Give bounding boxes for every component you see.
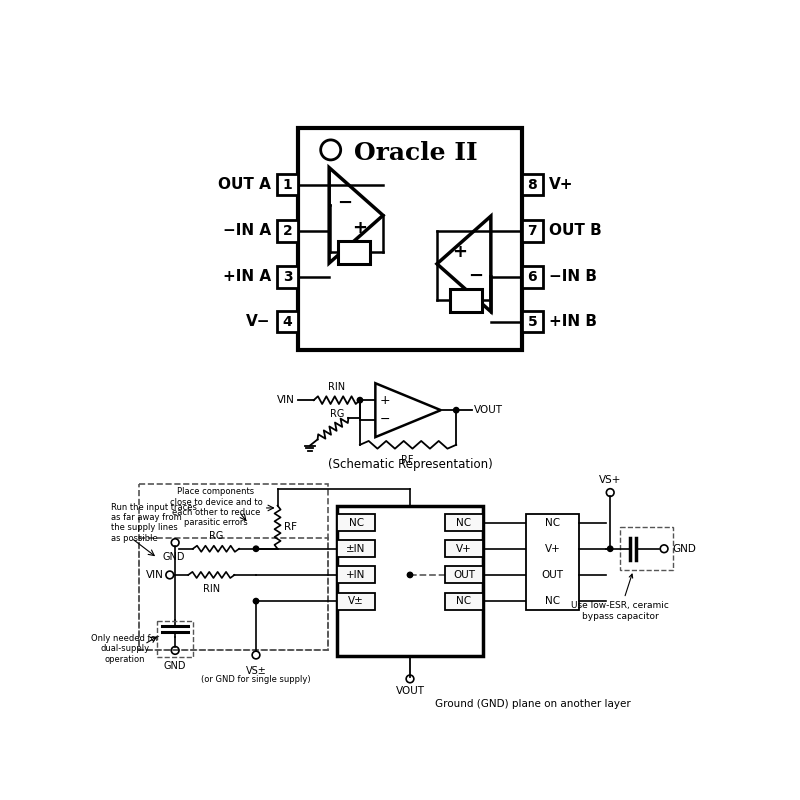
Circle shape [407, 572, 413, 578]
Text: 8: 8 [527, 178, 538, 191]
Text: +IN A: +IN A [222, 270, 270, 285]
Text: 6: 6 [528, 270, 538, 284]
Text: GND: GND [162, 552, 185, 562]
Text: +IN B: +IN B [550, 314, 598, 329]
Bar [158, 621, 193, 658]
Bar [277, 174, 298, 195]
Bar [139, 484, 328, 650]
Text: +: + [353, 218, 367, 237]
Bar [522, 174, 543, 195]
Text: Only needed for
dual-supply
operation: Only needed for dual-supply operation [91, 634, 159, 664]
Text: +IN: +IN [346, 570, 366, 580]
Bar [277, 266, 298, 288]
Text: +: + [379, 394, 390, 407]
Text: 1: 1 [282, 178, 293, 191]
Text: RF: RF [402, 455, 414, 465]
Text: Place components
close to device and to
each other to reduce
parasitic errors: Place components close to device and to … [170, 487, 262, 527]
Text: NC: NC [349, 518, 364, 527]
Polygon shape [375, 383, 441, 437]
Text: Oracle II: Oracle II [354, 141, 478, 165]
Text: 2: 2 [282, 224, 293, 238]
Bar [522, 266, 543, 288]
Text: NC: NC [545, 596, 560, 606]
Text: NC: NC [456, 596, 471, 606]
Bar [337, 593, 375, 610]
Text: −: − [337, 194, 352, 212]
Text: V+: V+ [550, 177, 574, 192]
Text: Ground (GND) plane on another layer: Ground (GND) plane on another layer [435, 699, 631, 710]
Bar [337, 514, 375, 531]
Text: VOUT: VOUT [395, 686, 425, 696]
Text: −: − [379, 413, 390, 426]
Text: OUT B: OUT B [550, 223, 602, 238]
Text: RG: RG [330, 410, 344, 419]
Text: NC: NC [545, 518, 560, 527]
Bar [277, 220, 298, 242]
Bar [337, 540, 375, 558]
Bar [522, 220, 543, 242]
Text: −IN B: −IN B [550, 270, 598, 285]
Circle shape [254, 546, 258, 551]
Text: NC: NC [456, 518, 471, 527]
Text: V+: V+ [545, 544, 560, 554]
Text: Use low-ESR, ceramic
bypass capacitor: Use low-ESR, ceramic bypass capacitor [571, 574, 669, 621]
Text: GND: GND [164, 661, 186, 671]
Text: OUT: OUT [542, 570, 563, 580]
Bar [277, 311, 298, 332]
Text: 3: 3 [282, 270, 292, 284]
Text: (Schematic Representation): (Schematic Representation) [328, 458, 492, 470]
Polygon shape [437, 216, 491, 312]
Text: 5: 5 [527, 314, 538, 329]
Bar [298, 128, 522, 350]
Text: −IN A: −IN A [222, 223, 270, 238]
Text: V±: V± [348, 596, 364, 606]
Text: GND: GND [673, 544, 697, 554]
Text: VOUT: VOUT [474, 405, 503, 415]
Bar [445, 566, 483, 583]
Text: −: − [468, 267, 483, 285]
Text: RF: RF [284, 522, 297, 532]
Text: VS±: VS± [246, 666, 266, 676]
Text: OUT: OUT [453, 570, 475, 580]
Bar [445, 593, 483, 610]
Text: RIN: RIN [328, 382, 346, 392]
Polygon shape [329, 168, 383, 263]
Bar [526, 514, 579, 610]
Bar [337, 506, 483, 656]
Circle shape [358, 398, 362, 403]
Bar [139, 538, 328, 650]
Text: 4: 4 [282, 314, 293, 329]
Bar [337, 566, 375, 583]
Bar [620, 527, 673, 570]
Text: OUT A: OUT A [218, 177, 270, 192]
Text: V+: V+ [456, 544, 472, 554]
Circle shape [454, 407, 459, 413]
Text: 7: 7 [528, 224, 538, 238]
Text: +: + [453, 242, 467, 261]
Text: ±IN: ±IN [346, 544, 366, 554]
Bar [522, 311, 543, 332]
Bar [445, 540, 483, 558]
Text: VIN: VIN [146, 570, 163, 580]
Text: (or GND for single supply): (or GND for single supply) [201, 675, 311, 684]
Bar [445, 514, 483, 531]
Text: RIN: RIN [202, 584, 220, 594]
Text: RG: RG [209, 531, 223, 541]
Text: VIN: VIN [278, 395, 295, 405]
Bar [450, 289, 482, 312]
Circle shape [254, 598, 258, 604]
Text: V−: V− [246, 314, 270, 329]
Text: VS+: VS+ [599, 475, 622, 485]
Bar [338, 241, 370, 264]
Circle shape [607, 546, 613, 551]
Text: Run the input traces
as far away from
the supply lines
as possible: Run the input traces as far away from th… [111, 502, 197, 542]
